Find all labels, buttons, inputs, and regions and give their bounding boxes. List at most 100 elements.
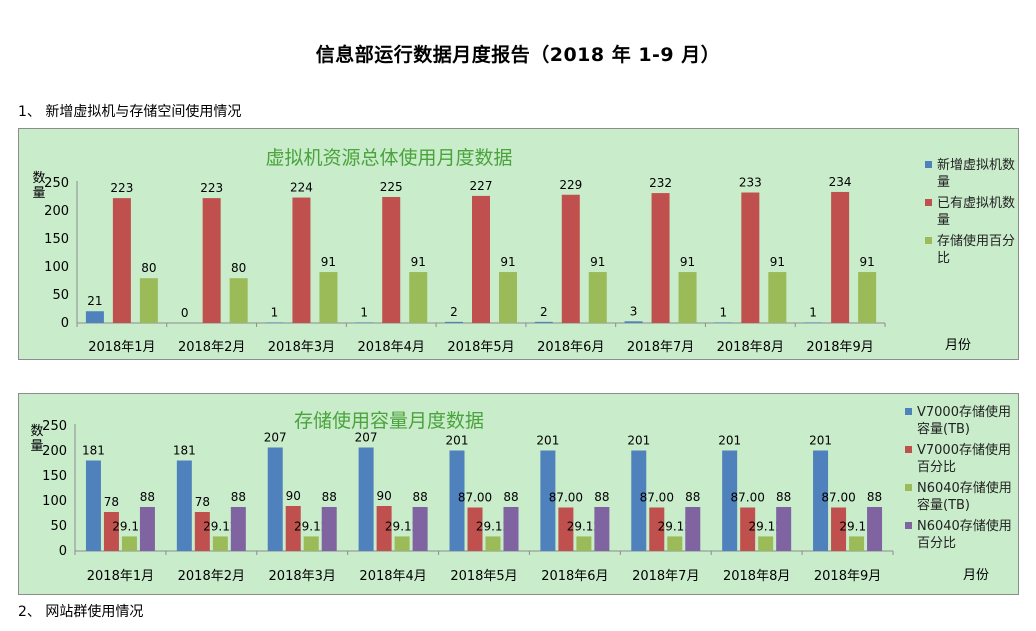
x-tick-label: 2018年4月	[358, 340, 425, 355]
bar	[85, 311, 104, 323]
data-label: 87.00	[458, 491, 492, 505]
data-label: 29.12	[294, 519, 328, 533]
data-label: 207	[264, 431, 287, 445]
data-label: 2	[450, 305, 458, 319]
legend-item: N6040存储使用百分比	[905, 518, 1017, 552]
legend-label: 存储使用百分比	[937, 234, 1016, 266]
bar	[121, 536, 137, 551]
data-label: 91	[770, 255, 785, 269]
y-tick-label: 50	[52, 288, 69, 303]
data-label: 91	[680, 255, 695, 269]
data-label: 1	[271, 305, 279, 319]
bar	[202, 198, 221, 323]
bar	[229, 278, 248, 323]
data-label: 88	[594, 490, 609, 504]
data-label: 88	[140, 490, 155, 504]
section-2-heading: 2、 网站群使用情况	[18, 604, 144, 620]
bar	[267, 447, 283, 551]
legend-swatch	[905, 446, 912, 453]
y-axis-label: 数量	[32, 171, 46, 201]
data-label: 2	[540, 305, 548, 319]
y-tick-label: 0	[59, 544, 67, 559]
document-title: 信息部运行数据月度报告（2018 年 1-9 月）	[315, 44, 721, 66]
bar	[355, 322, 374, 323]
y-tick-label: 250	[44, 176, 69, 191]
bar	[103, 512, 119, 551]
data-label: 21	[87, 294, 102, 308]
bar	[285, 506, 301, 551]
data-label: 29.12	[112, 519, 146, 533]
chart-title: 虚拟机资源总体使用月度数据	[265, 147, 513, 169]
bar	[112, 198, 131, 323]
vm-resource-chart: 虚拟机资源总体使用月度数据 数量 0 50 100 150 200 250 21 223 80 2…	[18, 128, 1019, 360]
x-tick-label: 2018年6月	[541, 569, 608, 584]
legend-label: N6040存储使用容量(TB)	[917, 481, 1012, 513]
bar	[594, 507, 610, 551]
legend-swatch	[905, 522, 912, 529]
legend-item: V7000存储使用容量(TB)	[905, 404, 1017, 438]
data-label: 78	[104, 495, 119, 509]
bar	[558, 507, 574, 551]
data-label: 29.12	[658, 519, 692, 533]
data-label: 29.12	[748, 519, 782, 533]
legend-swatch	[905, 484, 912, 491]
data-label: 223	[200, 181, 223, 195]
bar	[741, 192, 760, 323]
x-tick-label: 2018年5月	[447, 340, 514, 355]
bar	[740, 507, 756, 551]
data-label: 90	[286, 489, 301, 503]
legend-label: 新增虚拟机数量	[937, 158, 1016, 190]
data-label: 29.12	[203, 519, 237, 533]
data-label: 88	[776, 490, 791, 504]
data-label: 225	[380, 180, 403, 194]
bar	[561, 194, 580, 323]
y-tick-label: 100	[42, 494, 67, 509]
bar	[230, 507, 246, 551]
y-tick-label: 200	[42, 444, 67, 459]
data-label: 201	[446, 434, 469, 448]
data-label: 88	[503, 490, 518, 504]
bar	[631, 450, 647, 551]
y-tick-label: 0	[61, 316, 69, 331]
x-tick-label: 2018年8月	[723, 569, 790, 584]
legend-item: 存储使用百分比	[925, 233, 1017, 267]
bar	[445, 321, 463, 323]
bar	[588, 272, 607, 323]
data-label: 201	[627, 434, 650, 448]
bar	[576, 536, 592, 551]
data-label: 87.00	[730, 491, 764, 505]
bar	[382, 197, 401, 323]
data-label: 29.12	[385, 519, 419, 533]
data-label: 181	[82, 444, 105, 458]
bar	[624, 321, 643, 323]
bar	[485, 536, 501, 551]
data-label: 201	[718, 434, 741, 448]
data-label: 223	[110, 181, 133, 195]
bar	[649, 507, 665, 551]
bar	[472, 195, 490, 323]
legend-swatch	[925, 161, 932, 168]
bar	[376, 506, 392, 551]
bar	[678, 272, 697, 323]
bar	[685, 507, 701, 551]
bar	[831, 507, 847, 551]
bar	[813, 450, 829, 551]
bar	[303, 536, 319, 551]
bar	[776, 507, 792, 551]
bar	[758, 536, 774, 551]
x-tick-label: 2018年1月	[87, 569, 154, 584]
legend-item: N6040存储使用容量(TB)	[905, 480, 1017, 514]
storage-capacity-chart: 存储使用容量月度数据 数量 0 50 100 150 200 250 181 78 29.12 8…	[18, 393, 1019, 595]
bar	[139, 507, 155, 551]
x-tick-label: 2018年5月	[450, 569, 517, 584]
legend-item: 新增虚拟机数量	[925, 157, 1017, 191]
x-tick-label: 2018年3月	[268, 340, 335, 355]
bar	[540, 450, 556, 551]
data-label: 234	[829, 175, 852, 189]
data-label: 207	[355, 431, 378, 445]
bar	[358, 447, 374, 551]
bar	[265, 322, 284, 323]
bar	[651, 193, 670, 323]
y-tick-label: 200	[44, 204, 69, 219]
bar	[768, 272, 787, 323]
